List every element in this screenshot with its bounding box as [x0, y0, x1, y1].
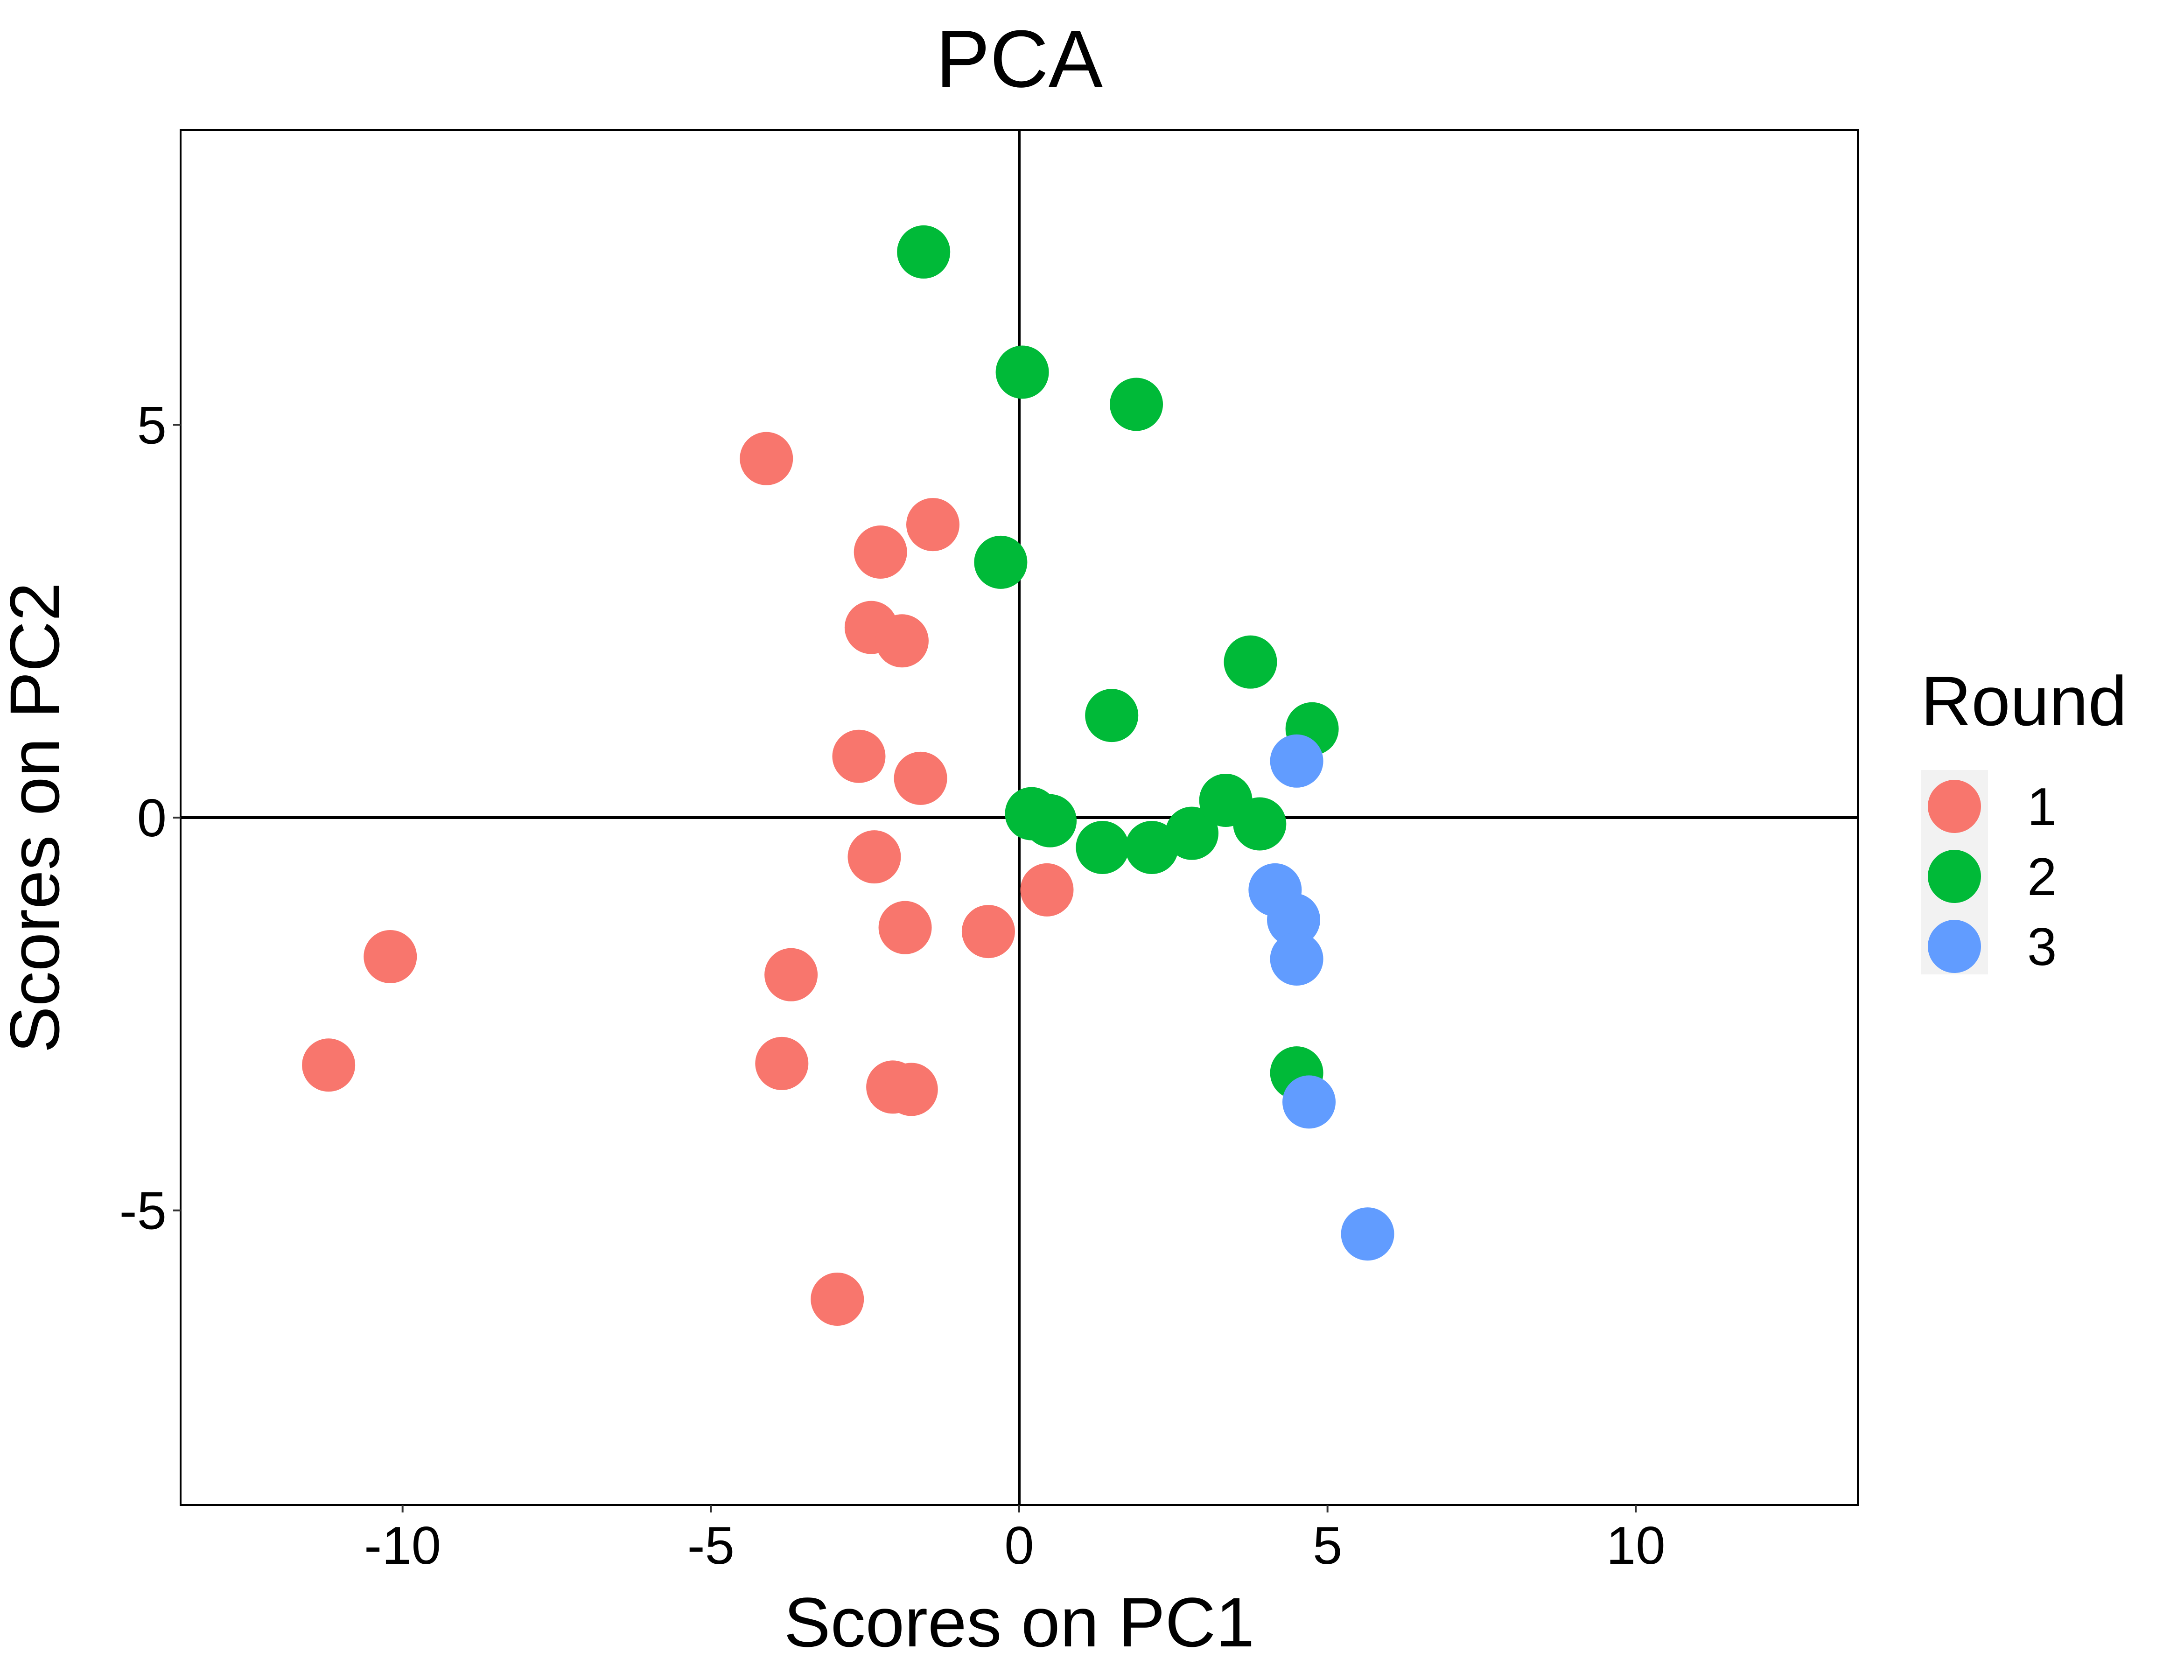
data-point-round-2 — [1076, 820, 1129, 874]
data-point-round-1 — [875, 614, 929, 668]
data-point-round-1 — [906, 498, 960, 552]
x-tick-label: -5 — [687, 1516, 735, 1575]
legend-key-2 — [1928, 850, 1981, 903]
data-point-round-2 — [1224, 635, 1277, 689]
data-point-round-1 — [878, 901, 932, 954]
chart-title: PCA — [936, 13, 1103, 104]
data-point-round-3 — [1267, 893, 1320, 946]
x-tick-label: 5 — [1313, 1516, 1342, 1575]
data-point-round-2 — [897, 225, 951, 279]
legend-title: Round — [1921, 662, 2127, 740]
data-point-round-1 — [740, 432, 793, 485]
legend-label-3: 3 — [2027, 917, 2057, 977]
x-axis-ticks: -10 -5 0 5 10 — [364, 1505, 1666, 1575]
x-tick-label: -10 — [364, 1516, 441, 1575]
data-point-round-1 — [847, 830, 901, 884]
data-point-round-1 — [884, 1063, 938, 1116]
x-tick-label: 0 — [1004, 1516, 1034, 1575]
data-point-round-1 — [1020, 863, 1074, 917]
data-points — [302, 225, 1394, 1326]
data-point-round-1 — [755, 1036, 809, 1090]
data-point-round-1 — [961, 905, 1015, 959]
data-point-round-2 — [1233, 797, 1287, 851]
data-point-round-1 — [364, 930, 417, 983]
data-point-round-2 — [1023, 794, 1077, 847]
data-point-round-2 — [1110, 378, 1163, 431]
y-tick-label: -5 — [119, 1182, 167, 1241]
data-point-round-1 — [894, 751, 947, 805]
legend-key-1 — [1928, 780, 1981, 833]
data-point-round-3 — [1270, 932, 1323, 986]
legend: Round 1 2 3 — [1921, 662, 2127, 977]
data-point-round-1 — [832, 729, 886, 783]
data-point-round-2 — [1125, 820, 1179, 874]
x-tick-label: 10 — [1606, 1516, 1666, 1575]
data-point-round-2 — [995, 345, 1049, 399]
x-axis-title: Scores on PC1 — [784, 1583, 1255, 1661]
data-point-round-2 — [974, 535, 1028, 589]
legend-entries: 1 2 3 — [1928, 777, 2057, 977]
legend-label-1: 1 — [2027, 777, 2057, 837]
y-axis-title: Scores on PC2 — [0, 582, 74, 1053]
data-point-round-3 — [1282, 1075, 1336, 1129]
y-tick-label: 0 — [137, 789, 167, 848]
data-point-round-1 — [854, 525, 907, 579]
data-point-round-3 — [1270, 734, 1323, 788]
data-point-round-1 — [302, 1038, 356, 1092]
legend-key-3 — [1928, 920, 1981, 973]
data-point-round-1 — [764, 948, 818, 1001]
data-point-round-1 — [811, 1272, 864, 1326]
y-tick-label: 5 — [137, 396, 167, 455]
data-point-round-3 — [1341, 1207, 1394, 1261]
data-point-round-2 — [1165, 806, 1218, 860]
legend-label-2: 2 — [2027, 847, 2057, 907]
y-axis-ticks: -5 0 5 — [119, 396, 181, 1241]
data-point-round-2 — [1085, 689, 1139, 742]
